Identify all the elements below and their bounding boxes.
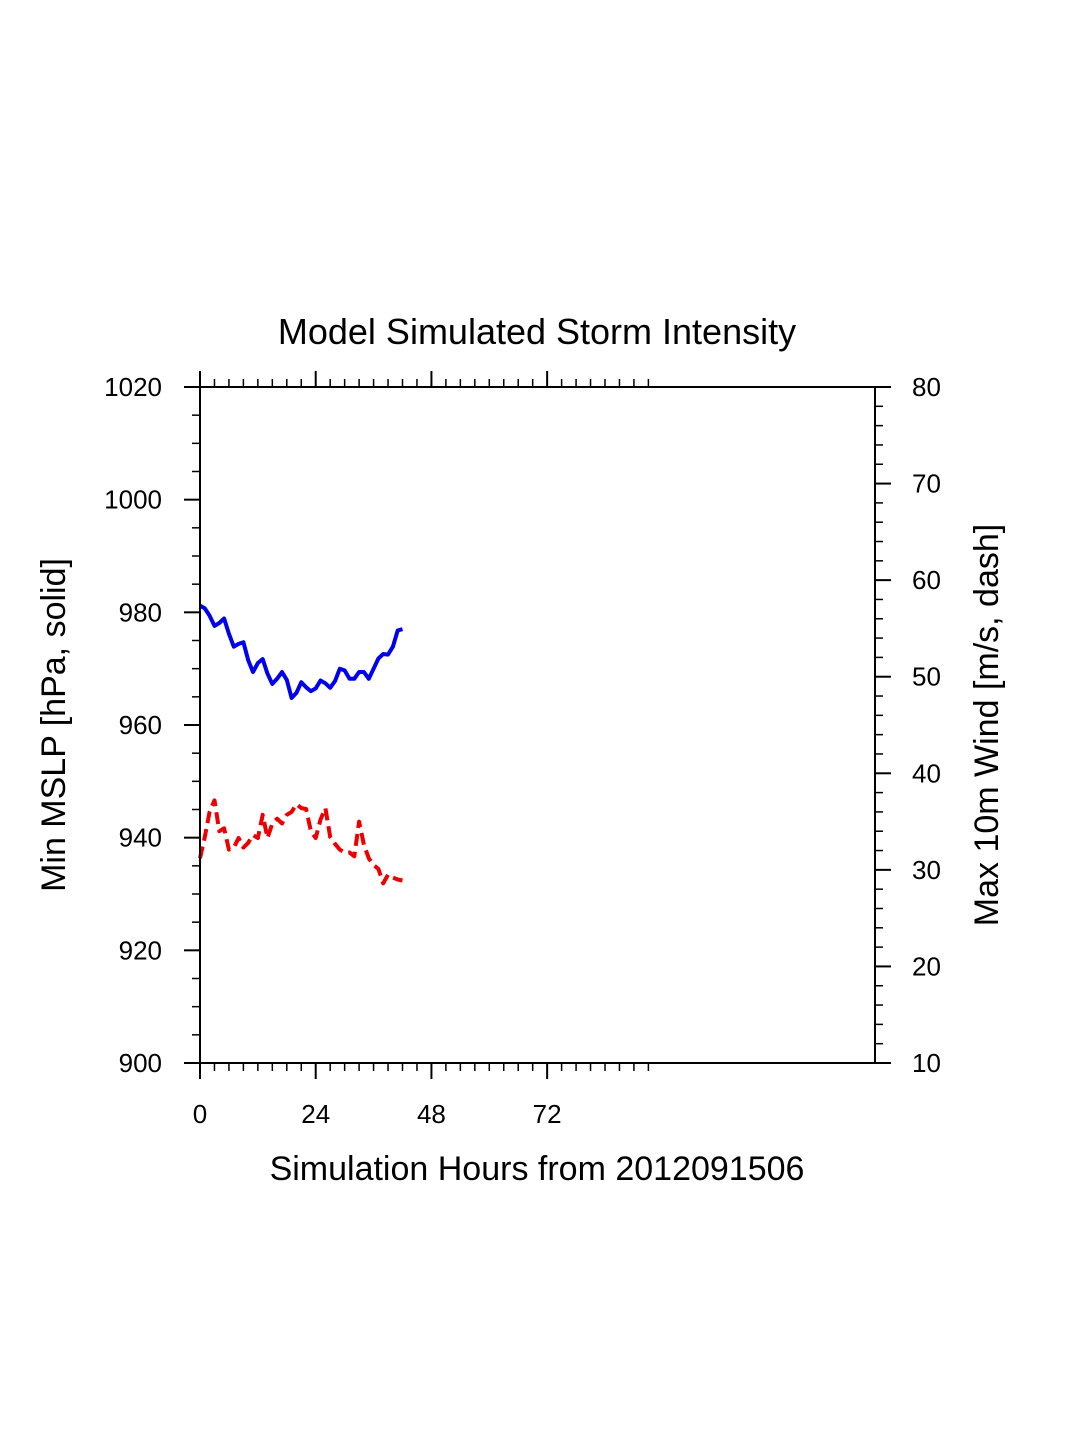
right-tick-label: 60 — [912, 565, 941, 595]
x-tick-label: 24 — [301, 1099, 330, 1129]
left-tick-label: 1000 — [104, 485, 162, 515]
right-tick-label: 20 — [912, 951, 941, 981]
right-axis-label: Max 10m Wind [m/s, dash] — [968, 524, 1006, 926]
min-mslp-line — [198, 603, 403, 700]
right-tick-label: 10 — [912, 1048, 941, 1078]
right-tick-label: 80 — [912, 372, 941, 402]
chart-title: Model Simulated Storm Intensity — [278, 311, 796, 352]
right-tick-label: 40 — [912, 758, 941, 788]
right-tick-label: 70 — [912, 469, 941, 499]
right-tick-label: 50 — [912, 662, 941, 692]
left-tick-label: 960 — [119, 710, 162, 740]
left-tick-label: 940 — [119, 823, 162, 853]
x-axis-ticks: 0 24 48 72 — [193, 371, 650, 1129]
left-tick-label: 920 — [119, 935, 162, 965]
right-axis-ticks: 10 20 30 40 50 60 70 80 — [875, 372, 941, 1078]
left-axis-ticks: 900 920 940 960 980 1000 1020 — [104, 372, 200, 1078]
plot-frame — [199, 386, 876, 1064]
x-axis-label: Simulation Hours from 2012091506 — [270, 1150, 805, 1188]
left-tick-label: 900 — [119, 1048, 162, 1078]
x-tick-label: 0 — [193, 1099, 207, 1129]
x-tick-label: 72 — [533, 1099, 562, 1129]
left-axis-label: Min MSLP [hPa, solid] — [35, 558, 73, 892]
series-layer — [198, 603, 403, 886]
left-tick-label: 1020 — [104, 372, 162, 402]
max-wind-line — [198, 798, 403, 886]
right-tick-label: 30 — [912, 855, 941, 885]
left-tick-label: 980 — [119, 597, 162, 627]
x-tick-label: 48 — [417, 1099, 446, 1129]
